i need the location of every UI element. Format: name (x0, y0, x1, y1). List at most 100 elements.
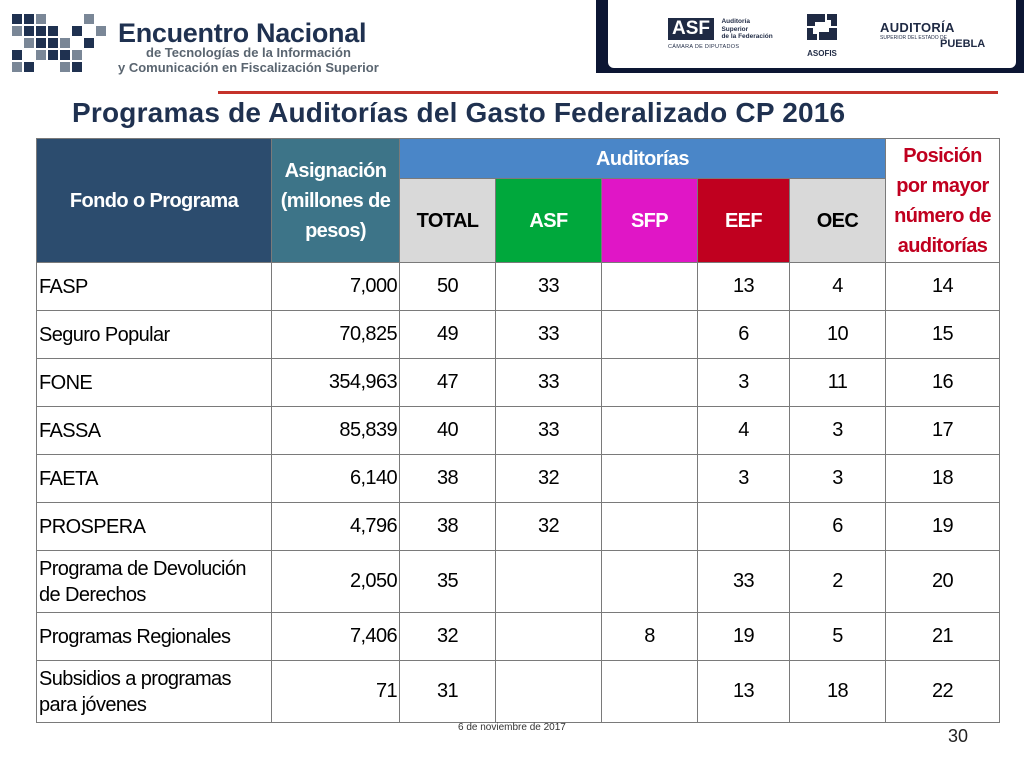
table-header-row-1: Fondo o Programa Asignación (millones de… (36, 138, 1000, 263)
cell-total: 35 (399, 550, 496, 613)
cell-eef (697, 502, 790, 551)
cell-oec: 2 (789, 550, 886, 613)
cell-oec: 11 (789, 358, 886, 407)
cell-posicion: 21 (885, 612, 1000, 661)
cell-asf: 32 (495, 502, 602, 551)
table-row: Programa de Devolución de Derechos 2,050 3… (36, 550, 1000, 613)
header-total: TOTAL (399, 178, 496, 263)
header-auditorias: Auditorías (399, 138, 886, 179)
header-asignacion: Asignación (millones de pesos) (271, 138, 400, 263)
table-row: PROSPERA 4,796 38 32 6 19 (36, 502, 1000, 551)
cell-posicion: 18 (885, 454, 1000, 503)
cell-asignacion: 6,140 (271, 454, 400, 503)
cell-eef: 13 (697, 660, 790, 723)
cell-fondo: Programa de Devolución de Derechos (36, 550, 272, 613)
cell-posicion: 16 (885, 358, 1000, 407)
asf-logo-line-1: Auditoría (721, 18, 750, 25)
cell-fondo: Seguro Popular (36, 310, 272, 359)
asf-logo-line-2: Superior (721, 25, 749, 33)
table-row: FASP 7,000 50 33 13 4 14 (36, 262, 1000, 311)
header-eef: EEF (697, 178, 790, 263)
asf-logo-text: Auditoría Superior de la Federación (721, 18, 772, 41)
cell-asignacion: 70,825 (271, 310, 400, 359)
cell-sfp (601, 454, 698, 503)
cell-oec: 6 (789, 502, 886, 551)
cell-fondo: FASSA (36, 406, 272, 455)
cell-oec: 3 (789, 454, 886, 503)
cell-eef: 33 (697, 550, 790, 613)
cell-asf (495, 612, 602, 661)
header-fondo: Fondo o Programa (36, 138, 272, 263)
table-row: FAETA 6,140 38 32 3 3 18 (36, 454, 1000, 503)
footer-date: 6 de noviembre de 2017 (458, 722, 566, 733)
asofis-emblem-icon (807, 14, 837, 40)
cell-posicion: 20 (885, 550, 1000, 613)
cell-sfp (601, 550, 698, 613)
cell-asignacion: 354,963 (271, 358, 400, 407)
cell-asignacion: 85,839 (271, 406, 400, 455)
table-row: FONE 354,963 47 33 3 11 16 (36, 358, 1000, 407)
asofis-logo-label: ASOFIS (807, 49, 837, 58)
cell-sfp: 8 (601, 612, 698, 661)
cell-oec: 5 (789, 612, 886, 661)
cell-fondo: FAETA (36, 454, 272, 503)
cell-posicion: 19 (885, 502, 1000, 551)
cell-total: 40 (399, 406, 496, 455)
cell-total: 38 (399, 502, 496, 551)
cell-posicion: 15 (885, 310, 1000, 359)
cell-eef: 3 (697, 454, 790, 503)
cell-fondo: FONE (36, 358, 272, 407)
cell-asf (495, 550, 602, 613)
cell-posicion: 22 (885, 660, 1000, 723)
event-subtitle-1: de Tecnologías de la Información (146, 45, 351, 60)
cell-total: 32 (399, 612, 496, 661)
cell-fondo: PROSPERA (36, 502, 272, 551)
auditoria-logo-sub: SUPERIOR DEL ESTADO DE (880, 35, 947, 41)
asf-logo: ASF Auditoría Superior de la Federación … (668, 18, 773, 50)
cell-oec: 10 (789, 310, 886, 359)
event-subtitle-2: y Comunicación en Fiscalización Superior (118, 60, 379, 75)
cell-total: 50 (399, 262, 496, 311)
table-row: FASSA 85,839 40 33 4 3 17 (36, 406, 1000, 455)
cell-fondo: Programas Regionales (36, 612, 272, 661)
cell-asf: 32 (495, 454, 602, 503)
slide-title: Programas de Auditorías del Gasto Federa… (72, 97, 846, 128)
cell-posicion: 14 (885, 262, 1000, 311)
cell-asignacion: 7,406 (271, 612, 400, 661)
cell-asf: 33 (495, 310, 602, 359)
auditoria-logo-place: PUEBLA (940, 38, 986, 50)
audits-table: Fondo o Programa Asignación (millones de… (36, 138, 1000, 723)
asf-logo-badge: ASF (668, 18, 714, 40)
cell-fondo: FASP (36, 262, 272, 311)
page-number: 30 (948, 726, 969, 746)
cell-eef: 19 (697, 612, 790, 661)
cell-sfp (601, 262, 698, 311)
auditoria-puebla-logo: AUDITORÍA SUPERIOR DEL ESTADO DE PUEBLA (880, 20, 985, 50)
auditoria-logo-title: AUDITORÍA (880, 20, 955, 35)
cell-eef: 6 (697, 310, 790, 359)
cell-oec: 3 (789, 406, 886, 455)
cell-asignacion: 2,050 (271, 550, 400, 613)
cell-sfp (601, 358, 698, 407)
cell-eef: 13 (697, 262, 790, 311)
table-row: Subsidios a programas para jóvenes 71 31 13… (36, 660, 1000, 723)
cell-eef: 4 (697, 406, 790, 455)
asofis-logo: ASOFIS (796, 12, 848, 58)
cell-asignacion: 4,796 (271, 502, 400, 551)
cell-total: 47 (399, 358, 496, 407)
cell-asignacion: 71 (271, 660, 400, 723)
asf-logo-sub: CÁMARA DE DIPUTADOS (668, 43, 740, 50)
table-row: Programas Regionales 7,406 32 8 19 5 21 (36, 612, 1000, 661)
title-divider (218, 91, 998, 94)
cell-sfp (601, 502, 698, 551)
cell-sfp (601, 406, 698, 455)
partner-logos-panel: ASF Auditoría Superior de la Federación … (608, 0, 1016, 68)
cell-posicion: 17 (885, 406, 1000, 455)
header-posicion: Posición por mayor número de auditorías (885, 138, 1000, 263)
cell-total: 49 (399, 310, 496, 359)
cell-fondo: Subsidios a programas para jóvenes (36, 660, 272, 723)
header-asf: ASF (495, 178, 602, 263)
cell-asf: 33 (495, 262, 602, 311)
event-title: Encuentro Nacional (118, 18, 367, 48)
cell-eef: 3 (697, 358, 790, 407)
